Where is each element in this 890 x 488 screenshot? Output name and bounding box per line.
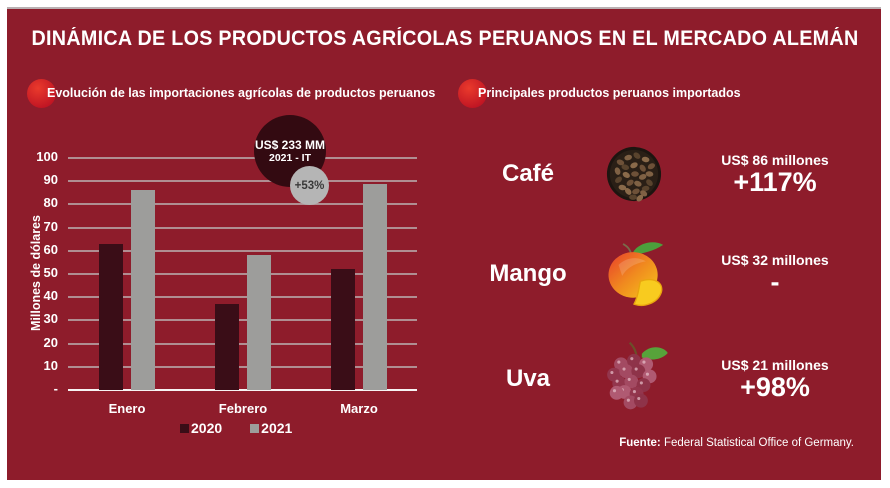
bar-marzo-2021: [363, 183, 387, 390]
legend-swatch-2021: [250, 423, 260, 433]
product-import-value: US$ 21 millones: [721, 356, 829, 373]
section-heading-imports: Evolución de las importaciones agrícolas…: [47, 86, 436, 100]
product-values: US$ 86 millones +117%: [680, 152, 870, 196]
gridline-70: [68, 226, 417, 229]
x-label-febrero: Febrero: [218, 401, 268, 416]
y-tick-60: 60: [43, 241, 58, 257]
coffee-beans-bowl-icon: [588, 145, 680, 203]
y-tick-20: 20: [43, 334, 58, 350]
y-tick-90: 90: [43, 172, 58, 188]
y-tick-50: 50: [43, 265, 58, 280]
gridline-30: [68, 319, 417, 322]
gridline-60: [68, 249, 417, 252]
section-header-products: Principales productos peruanos importado…: [458, 78, 741, 108]
gridline-80: [68, 203, 417, 206]
mango-fruit-icon: [588, 237, 680, 311]
legend-item-2021: 2021: [250, 420, 292, 436]
product-values: US$ 21 millones +98%: [680, 357, 870, 401]
gridline-50: [68, 273, 417, 275]
bar-marzo-2020: [331, 269, 355, 390]
legend-item-2020: 2020: [180, 420, 222, 436]
bar-febrero-2020: [215, 304, 239, 390]
grapes-bunch-icon: [588, 340, 680, 418]
section-heading-products: Principales productos peruanos importado…: [478, 86, 741, 100]
y-tick-40: 40: [43, 288, 58, 304]
y-tick-70: 70: [43, 218, 58, 234]
red-dot-icon: [27, 78, 56, 108]
x-label-marzo: Marzo: [340, 401, 378, 416]
gridline-90: [68, 180, 417, 183]
product-row-café: Café US$ 86 millones +117%: [468, 128, 870, 220]
annotation-period: 2021 - IT: [268, 152, 312, 164]
gridline-20: [68, 342, 417, 345]
product-import-value: US$ 32 millones: [721, 251, 829, 268]
red-dot-icon: [458, 78, 487, 108]
product-import-value: US$ 86 millones: [721, 151, 829, 168]
y-tick-0: -: [53, 381, 58, 396]
bar-enero-2021: [131, 190, 155, 390]
legend-swatch-2020: [180, 423, 189, 433]
source-text: Federal Statistical Office of Germany.: [663, 437, 854, 449]
product-values: US$ 32 millones -: [680, 252, 870, 296]
source-label: Fuente:: [619, 437, 661, 449]
product-row-mango: Mango US$ 32 millones -: [468, 228, 870, 320]
growth-annotation-bubble: +53%: [290, 166, 329, 205]
product-name: Café: [501, 160, 555, 187]
product-row-uva: Uva US$ 21 millones +98%: [468, 333, 870, 425]
legend-label-2021: 2021: [261, 420, 293, 436]
gridline-40: [68, 296, 417, 299]
product-growth-value: -: [770, 266, 780, 297]
section-header-imports: Evolución de las importaciones agrícolas…: [27, 78, 435, 108]
x-label-enero: Enero: [108, 401, 146, 416]
annotation-total: US$ 233 MM: [254, 138, 326, 152]
y-tick-80: 80: [43, 195, 58, 211]
product-growth-value: +98%: [740, 371, 810, 402]
gridline-100: [68, 157, 417, 159]
product-name: Uva: [505, 365, 551, 392]
product-growth-value: +117%: [733, 166, 817, 197]
legend-label-2020: 2020: [191, 420, 223, 436]
bar-enero-2020: [99, 243, 123, 390]
y-tick-10: 10: [43, 357, 58, 373]
chart-legend: 2020 2021: [180, 420, 292, 436]
gridline-0: [68, 389, 417, 391]
gridline-10: [68, 365, 417, 368]
source-note: Fuente: Federal Statistical Office of Ge…: [619, 437, 854, 449]
bar-febrero-2021: [247, 255, 271, 390]
product-name: Mango: [489, 260, 567, 287]
y-tick-30: 30: [43, 311, 58, 327]
page-title: DINÁMICA DE LOS PRODUCTOS AGRÍCOLAS PERU…: [31, 27, 859, 50]
y-tick-100: 100: [36, 149, 58, 164]
